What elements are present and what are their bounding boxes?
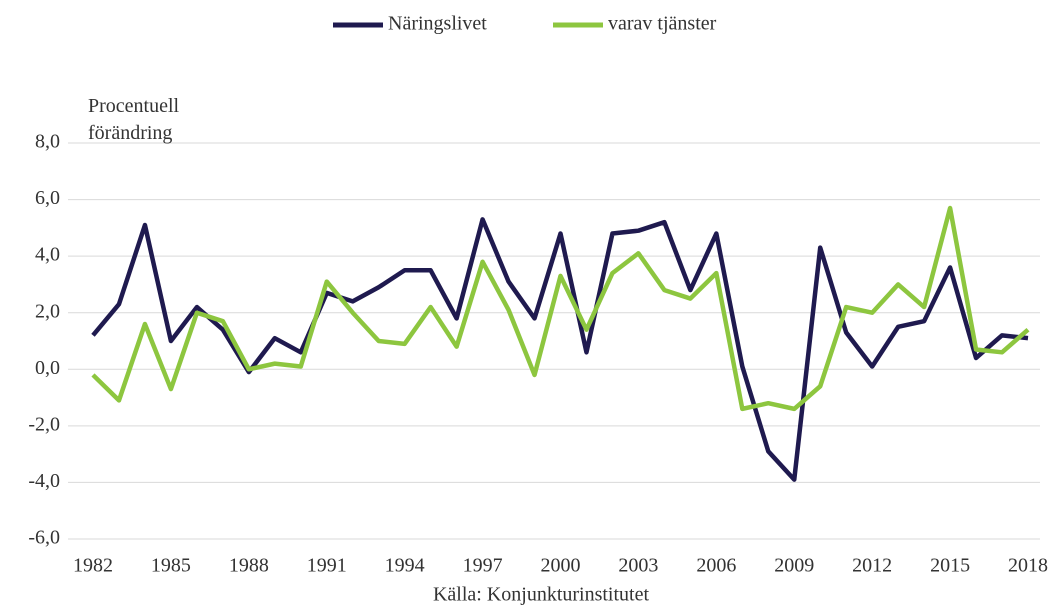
y-tick-label: 8,0: [35, 131, 60, 153]
legend-label: Näringslivet: [388, 13, 487, 35]
x-tick-label: 2012: [852, 555, 892, 577]
line-series: [91, 217, 1029, 482]
x-tick-label: 2009: [774, 555, 814, 577]
y-tick-label: 2,0: [35, 300, 60, 322]
source: Källa: Konjunkturinstitutet: [433, 584, 650, 606]
line-series: [91, 205, 1030, 412]
x-tick-label: 2000: [541, 555, 581, 577]
x-tick-label: 2003: [618, 555, 658, 577]
x-tick-label: 1994: [385, 555, 425, 577]
x-tick-label: 1985: [151, 555, 191, 577]
y-tick-label: -6,0: [28, 527, 60, 549]
y-tick-label: 6,0: [35, 187, 60, 209]
x-tick-label: 1991: [307, 555, 347, 577]
legend-label: varav tjänster: [608, 13, 717, 35]
x-tick-label: 1982: [73, 555, 113, 577]
x-tick-label: 2015: [930, 555, 970, 577]
x-tick-label: 1997: [463, 555, 503, 577]
y-tick-label: -4,0: [28, 470, 60, 492]
y-tick-label: 4,0: [35, 244, 60, 266]
x-tick-label: 1988: [229, 555, 269, 577]
y-tick-label: 0,0: [35, 357, 60, 379]
x-tick-label: 2018: [1008, 555, 1048, 577]
y-tick-label: -2,0: [28, 413, 60, 435]
y-axis-label: Procentuell förändring: [88, 95, 180, 144]
x-tick-label: 2006: [696, 555, 736, 577]
